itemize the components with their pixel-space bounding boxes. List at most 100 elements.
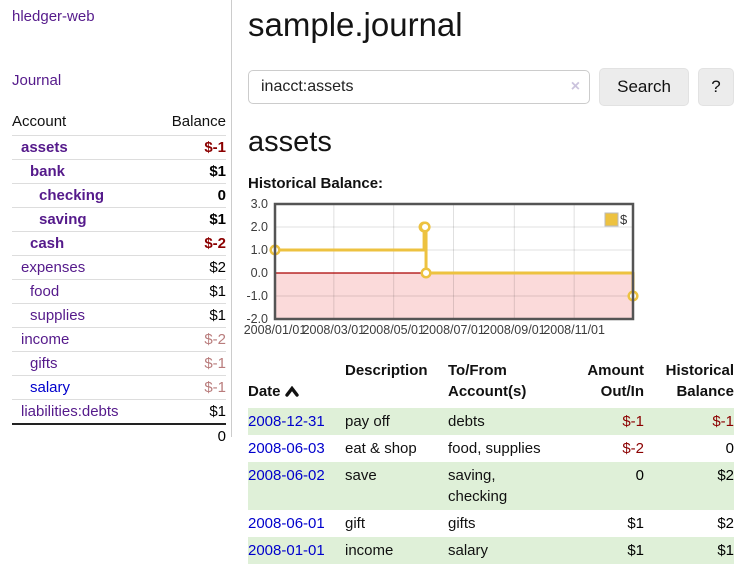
- balance-column-header: Balance: [171, 113, 226, 130]
- svg-text:2.0: 2.0: [251, 220, 268, 234]
- search-input[interactable]: [248, 70, 591, 104]
- sidebar-account-link[interactable]: gifts: [30, 355, 58, 372]
- svg-text:2008/07/01: 2008/07/01: [422, 323, 485, 337]
- sidebar-account-link[interactable]: liabilities:debts: [21, 403, 119, 420]
- transaction-row: 2008-06-01 gift gifts $1 $2: [248, 510, 734, 537]
- account-balance: $-2: [204, 235, 226, 252]
- balance-cell: $1: [717, 542, 734, 559]
- account-row: bank $1: [12, 159, 226, 184]
- transaction-row: 2008-06-03 eat & shop food, supplies $-2 0: [248, 435, 734, 462]
- description-cell: pay off: [345, 413, 390, 430]
- clear-search-icon[interactable]: ×: [570, 78, 581, 95]
- description-column-header: Description: [345, 362, 428, 379]
- account-row: assets $-1: [12, 135, 226, 160]
- date-column-header[interactable]: Date: [248, 358, 345, 408]
- svg-text:2008/03/01: 2008/03/01: [303, 323, 366, 337]
- amount-cell: $-1: [622, 413, 644, 430]
- sidebar-account-link[interactable]: checking: [39, 187, 105, 204]
- account-balance: $1: [209, 211, 226, 228]
- register-header-row: Date Description To/From Account(s) Amou…: [248, 358, 734, 408]
- svg-text:2008/01/01: 2008/01/01: [244, 323, 307, 337]
- balance-cell: 0: [725, 440, 734, 457]
- sidebar-account-link[interactable]: bank: [30, 163, 66, 180]
- accounts-cell: food, supplies: [448, 440, 541, 457]
- account-balance: $1: [209, 283, 226, 300]
- sidebar-item-journal[interactable]: Journal: [12, 72, 62, 89]
- date-cell: 2008-06-03: [248, 435, 345, 462]
- account-row: expenses $2: [12, 255, 226, 280]
- account-row: checking 0: [12, 183, 226, 208]
- account-balance: 0: [217, 187, 226, 204]
- chart-canvas: $3.0 2.0 1.0 0.0 -1.0 -2.02008/01/012008/03/0…: [244, 197, 639, 337]
- account-balance: $1: [209, 163, 226, 180]
- svg-text:$: $: [620, 212, 628, 227]
- amount-cell: $1: [627, 515, 644, 532]
- account-row: gifts $-1: [12, 351, 226, 376]
- accounts-total-value: 0: [217, 428, 226, 445]
- historical-balance-chart: $3.0 2.0 1.0 0.0 -1.0 -2.0 2008/01/01 2008/03/0…: [244, 197, 734, 342]
- amount-cell: 0: [635, 467, 644, 484]
- transaction-row: 2008-01-01 income salary $1 $1: [248, 537, 734, 564]
- account-balance: $1: [209, 403, 226, 420]
- brand-link[interactable]: hledger-web: [12, 8, 95, 25]
- account-balance: $1: [209, 307, 226, 324]
- sidebar-account-link[interactable]: assets: [21, 139, 68, 156]
- sidebar-account-link[interactable]: income: [21, 331, 70, 348]
- accounts-cell: debts: [448, 413, 485, 430]
- page-title: sample.journal: [248, 6, 463, 43]
- sidebar-account-link[interactable]: food: [30, 283, 60, 300]
- accounts-table-header: Account Balance: [12, 109, 226, 136]
- account-heading: assets: [248, 126, 332, 158]
- chart-title: Historical Balance:: [248, 175, 384, 192]
- accounts-cell: salary: [448, 542, 489, 559]
- balance-column-header-main: Historical Balance: [665, 362, 734, 400]
- sidebar-account-link[interactable]: supplies: [30, 307, 86, 324]
- account-balance: $-1: [204, 379, 226, 396]
- accounts-column-header: To/From Account(s): [448, 362, 527, 400]
- transaction-row: 2008-06-02 save saving, checking 0 $2: [248, 462, 734, 510]
- svg-text:0.0: 0.0: [251, 266, 268, 280]
- balance-cell: $2: [717, 515, 734, 532]
- account-balance: $-1: [204, 139, 226, 156]
- transaction-date-link[interactable]: 2008-06-01: [248, 515, 325, 532]
- search-box: ×: [248, 70, 591, 104]
- accounts-cell: saving, checking: [448, 467, 508, 505]
- main-content: sample.journal × Search ? assets Histori…: [244, 0, 734, 564]
- amount-column-header: Amount Out/In: [587, 362, 644, 400]
- transaction-row: 2008-12-31 pay off debts $-1 $-1: [248, 408, 734, 435]
- sidebar-account-link[interactable]: salary: [30, 379, 71, 396]
- account-row: salary $-1: [12, 375, 226, 400]
- description-cell: income: [345, 542, 394, 559]
- transaction-date-link[interactable]: 2008-12-31: [248, 413, 325, 430]
- account-balance: $-2: [204, 331, 226, 348]
- search-button[interactable]: Search: [599, 68, 689, 106]
- transaction-date-link[interactable]: 2008-06-03: [248, 440, 325, 457]
- sort-asc-icon: [284, 385, 299, 397]
- svg-text:1.0: 1.0: [251, 243, 268, 257]
- accounts-cell: gifts: [448, 515, 476, 532]
- sidebar-account-link[interactable]: saving: [39, 211, 87, 228]
- date-cell: 2008-06-01: [248, 510, 345, 537]
- svg-text:2008/09/01: 2008/09/01: [483, 323, 546, 337]
- account-row: supplies $1: [12, 303, 226, 328]
- account-column-header: Account: [12, 113, 67, 130]
- help-button[interactable]: ?: [698, 68, 734, 106]
- transaction-date-link[interactable]: 2008-01-01: [248, 542, 325, 559]
- sidebar-account-link[interactable]: cash: [30, 235, 65, 252]
- sidebar: hledger-web Journal Account Balance asse…: [0, 0, 232, 445]
- account-row: liabilities:debts $1: [12, 399, 226, 425]
- description-cell: eat & shop: [345, 440, 417, 457]
- accounts-table: Account Balance assets $-1 bank $1 checking 0…: [12, 109, 226, 448]
- account-row: saving $1: [12, 207, 226, 232]
- account-row: cash $-2: [12, 231, 226, 256]
- amount-cell: $1: [627, 542, 644, 559]
- balance-cell: $-1: [712, 413, 734, 430]
- date-cell: 2008-12-31: [248, 408, 345, 435]
- transaction-date-link[interactable]: 2008-06-02: [248, 467, 325, 484]
- search-bar: × Search ?: [248, 68, 734, 106]
- amount-cell: $-2: [622, 440, 644, 457]
- date-cell: 2008-06-02: [248, 462, 345, 510]
- balance-cell: $2: [717, 467, 734, 484]
- sidebar-account-link[interactable]: expenses: [21, 259, 86, 276]
- account-row: food $1: [12, 279, 226, 304]
